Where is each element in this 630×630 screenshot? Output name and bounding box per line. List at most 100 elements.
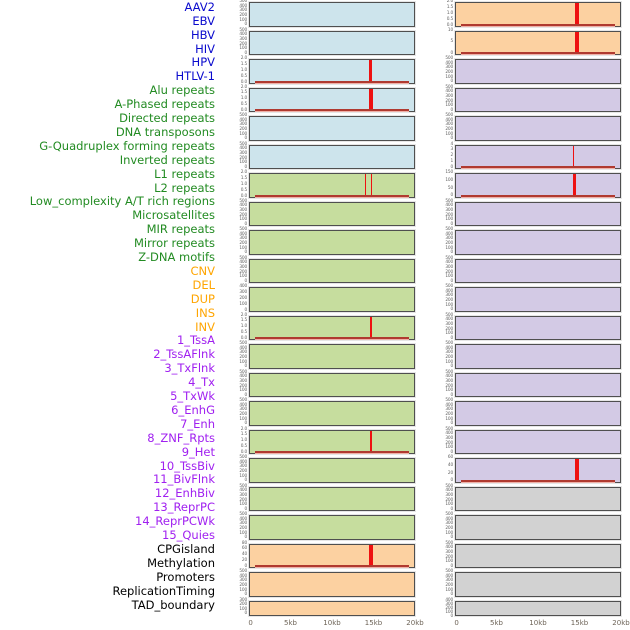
y-tick-label: 0.5 <box>240 102 247 108</box>
y-tick-label: 500 <box>239 369 247 375</box>
track-panel <box>455 515 621 540</box>
x-axis-tick-label: 20kb <box>612 618 630 627</box>
y-tick-label: 0.0 <box>240 108 247 113</box>
y-tick-label: 300 <box>445 407 453 413</box>
track-panel <box>249 315 415 340</box>
y-tick-label: 2.0 <box>446 0 453 4</box>
x-axis-tick-label: 5kb <box>490 618 503 627</box>
x-axis-tick-label: 0 <box>248 618 253 627</box>
y-tick-label: 300 <box>239 8 247 14</box>
y-tick-label: 0 <box>450 421 453 427</box>
track-label: 9_Het <box>181 444 215 459</box>
y-tick-label: 4 <box>450 141 453 147</box>
track-label: 2_TssAFlnk <box>153 347 215 362</box>
y-tick-label: 0 <box>244 278 247 284</box>
track-panel <box>455 201 621 226</box>
y-tick-label: 300 <box>239 36 247 42</box>
x-axis: 0 5kb 10kb 15kb 20kb <box>454 618 629 629</box>
y-tick-label: 1.5 <box>240 90 247 96</box>
y-tick-label: 500 <box>445 198 453 204</box>
y-axis-ticks: 2.0 1.5 1.0 0.5 0.0 <box>219 313 247 342</box>
y-tick-label: 400 <box>239 573 247 579</box>
track-label: Promoters <box>156 569 215 584</box>
y-axis-ticks: 500 400 300 200 100 0 <box>425 370 453 399</box>
track-label: HPV <box>191 55 215 70</box>
peak-marker <box>573 174 577 197</box>
track-label: 3_TxFlnk <box>164 361 215 376</box>
y-tick-label: 0 <box>244 164 247 170</box>
y-axis-ticks: 500 400 300 200 100 0 <box>425 198 453 228</box>
y-tick-label: 1.5 <box>446 4 453 10</box>
y-tick-label: 0 <box>450 592 453 598</box>
y-tick-label: 5 <box>450 39 453 45</box>
track-panel <box>249 458 415 483</box>
y-tick-label: 0 <box>244 250 247 256</box>
peak-marker <box>369 316 372 339</box>
track-panel <box>249 173 415 198</box>
y-axis-ticks: 2.0 1.5 1.0 0.5 0.0 <box>219 170 247 199</box>
track-label: 7_Enh <box>180 416 215 431</box>
peak-marker <box>574 3 579 26</box>
y-tick-label: 0.5 <box>240 73 247 79</box>
zero-baseline <box>460 166 616 168</box>
y-tick-label: 0 <box>450 535 453 541</box>
y-tick-label: 400 <box>239 3 247 9</box>
y-tick-label: 200 <box>445 326 453 332</box>
track-panel <box>249 372 415 397</box>
y-tick-label: 100 <box>445 331 453 337</box>
y-axis-ticks: 150 100 50 0 <box>425 170 453 199</box>
y-axis-ticks: 500 400 300 200 100 0 <box>219 227 247 256</box>
y-tick-label: 200 <box>239 41 247 47</box>
y-tick-label: 2.0 <box>240 170 247 175</box>
track-panel <box>249 87 415 112</box>
y-tick-label: 300 <box>445 293 453 299</box>
track-label: INS <box>195 305 215 320</box>
y-tick-label: 400 <box>445 573 453 579</box>
zero-baseline <box>460 52 616 54</box>
y-tick-label: 0.5 <box>240 330 247 336</box>
y-axis-ticks: 500 400 300 200 100 0 <box>219 0 247 28</box>
track-panel <box>455 486 621 511</box>
y-tick-label: 400 <box>239 488 247 494</box>
y-tick-label: 500 <box>239 227 247 232</box>
y-tick-label: 1 <box>450 159 453 165</box>
y-axis-ticks: 300 200 100 0 <box>219 598 247 617</box>
track-label: DNA transposons <box>115 124 215 139</box>
x-axis: 0 5kb 10kb 15kb 20kb <box>248 618 423 629</box>
y-axis-ticks: 400 300 200 100 0 <box>219 284 247 313</box>
y-tick-label: 100 <box>445 131 453 137</box>
y-tick-label: 300 <box>445 321 453 327</box>
y-tick-label: 400 <box>445 516 453 522</box>
track-panel <box>249 59 415 84</box>
track-label: Microsatellites <box>132 208 215 223</box>
y-tick-label: 100 <box>445 302 453 308</box>
track-panel <box>455 230 621 255</box>
y-tick-label: 500 <box>445 540 453 546</box>
y-axis-ticks: 500 400 300 200 100 0 <box>219 341 247 370</box>
y-tick-label: 400 <box>239 374 247 380</box>
track-panel <box>249 344 415 369</box>
y-tick-label: 500 <box>239 113 247 118</box>
y-tick-label: 100 <box>445 609 453 615</box>
y-tick-label: 500 <box>239 255 247 261</box>
track-label: Z-DNA motifs <box>138 250 215 264</box>
y-tick-label: 60 <box>241 546 247 552</box>
x-axis-tick-label: 15kb <box>570 618 589 627</box>
y-axis-ticks: 500 400 300 200 100 0 <box>425 284 453 313</box>
y-axis-ticks: 500 400 300 200 100 0 <box>219 28 247 57</box>
y-tick-label: 1.0 <box>240 324 247 330</box>
track-panel <box>249 258 415 283</box>
y-tick-label: 400 <box>445 374 453 380</box>
y-tick-label: 100 <box>445 245 453 251</box>
y-tick-label: 400 <box>445 345 453 351</box>
y-tick-label: 400 <box>239 32 247 38</box>
y-axis-ticks: 500 400 300 200 100 0 <box>425 398 453 427</box>
y-axis-ticks: 500 400 300 200 100 0 <box>425 313 453 342</box>
y-tick-label: 300 <box>445 350 453 356</box>
y-tick-label: 0.5 <box>446 16 453 22</box>
y-tick-label: 500 <box>239 483 247 489</box>
y-tick-label: 0 <box>244 611 247 617</box>
y-axis-ticks: 500 400 300 200 100 0 <box>219 455 247 484</box>
y-tick-label: 100 <box>445 502 453 508</box>
